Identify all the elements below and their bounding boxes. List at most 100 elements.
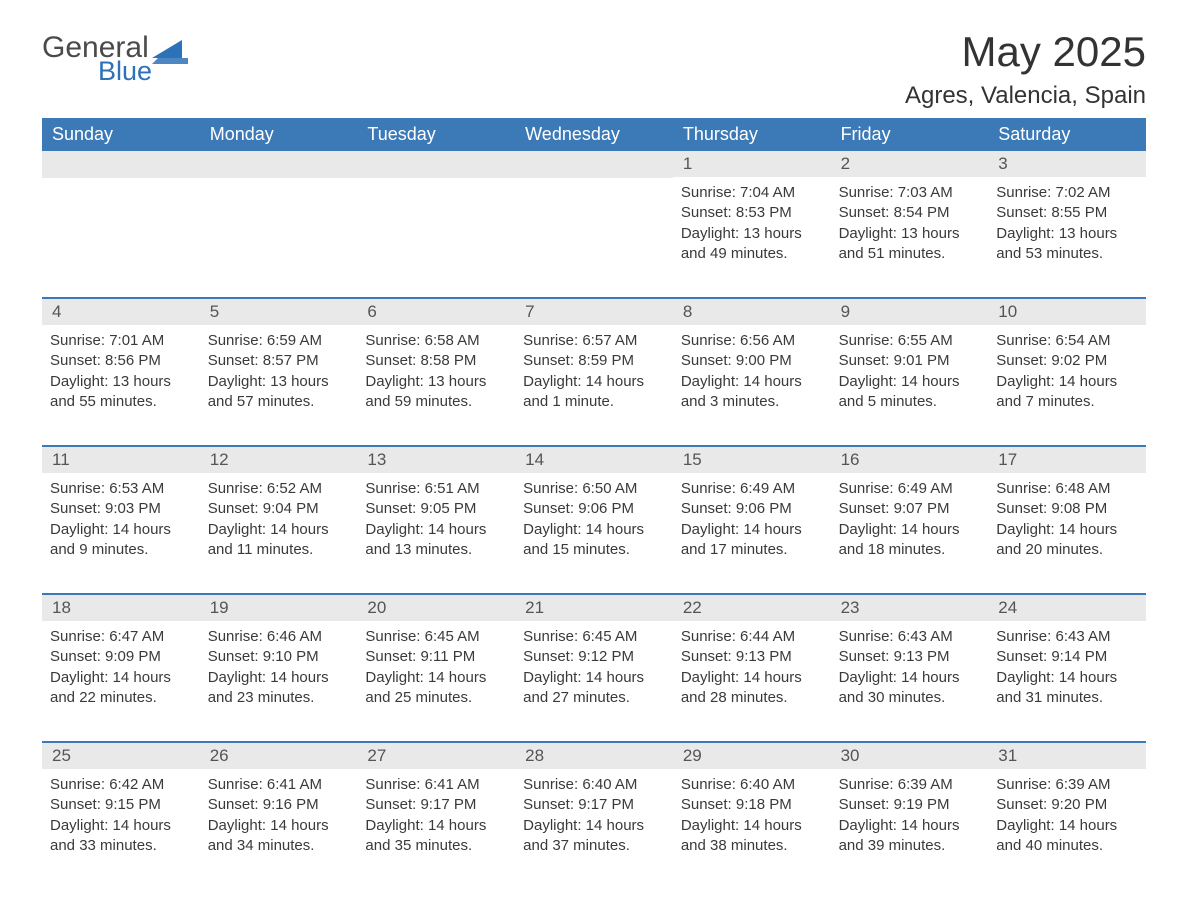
sunset: Sunset: 9:14 PM: [996, 647, 1138, 667]
sunset: Sunset: 9:08 PM: [996, 499, 1138, 519]
day-number: 15: [673, 447, 831, 473]
sunset: Sunset: 9:02 PM: [996, 351, 1138, 371]
sunset: Sunset: 9:15 PM: [50, 795, 192, 815]
day-info: Sunrise: 6:43 AMSunset: 9:13 PMDaylight:…: [839, 627, 981, 708]
sunset-label: Sunset:: [208, 500, 259, 517]
day-number: 31: [988, 743, 1146, 769]
day-number: 1: [673, 151, 831, 177]
day-number: 22: [673, 595, 831, 621]
sunrise-label: Sunrise:: [839, 776, 894, 793]
sunrise-label: Sunrise:: [681, 184, 736, 201]
day-cell: 12Sunrise: 6:52 AMSunset: 9:04 PMDayligh…: [200, 447, 358, 569]
daylight: Daylight: 14 hours and 5 minutes.: [839, 372, 981, 413]
daylight: Daylight: 14 hours and 35 minutes.: [365, 816, 507, 857]
sunset: Sunset: 8:58 PM: [365, 351, 507, 371]
sunset-value: 9:02 PM: [1051, 352, 1107, 369]
sunset-value: 9:19 PM: [894, 796, 950, 813]
day-number: 17: [988, 447, 1146, 473]
day-cell: 16Sunrise: 6:49 AMSunset: 9:07 PMDayligh…: [831, 447, 989, 569]
sunset: Sunset: 9:17 PM: [365, 795, 507, 815]
daylight: Daylight: 14 hours and 25 minutes.: [365, 668, 507, 709]
sunset: Sunset: 9:17 PM: [523, 795, 665, 815]
header: General Blue May 2025 Agres, Valencia, S…: [42, 28, 1146, 110]
day-number: 24: [988, 595, 1146, 621]
sunrise-value: 6:41 AM: [425, 776, 480, 793]
sunset: Sunset: 9:06 PM: [523, 499, 665, 519]
sunset-value: 9:17 PM: [420, 796, 476, 813]
day-number: 19: [200, 595, 358, 621]
day-number: 13: [357, 447, 515, 473]
sunset-value: 8:55 PM: [1051, 204, 1107, 221]
location: Agres, Valencia, Spain: [905, 82, 1146, 110]
day-info: Sunrise: 6:57 AMSunset: 8:59 PMDaylight:…: [523, 331, 665, 412]
sunrise-label: Sunrise:: [996, 332, 1051, 349]
logo-word-blue: Blue: [98, 59, 152, 85]
day-info: Sunrise: 6:48 AMSunset: 9:08 PMDaylight:…: [996, 479, 1138, 560]
sunrise-value: 6:50 AM: [582, 480, 637, 497]
day-cell: 4Sunrise: 7:01 AMSunset: 8:56 PMDaylight…: [42, 299, 200, 421]
logo: General Blue: [42, 28, 188, 84]
sunset-value: 8:56 PM: [105, 352, 161, 369]
sunset-value: 9:06 PM: [736, 500, 792, 517]
sunset-value: 9:20 PM: [1051, 796, 1107, 813]
daylight: Daylight: 14 hours and 3 minutes.: [681, 372, 823, 413]
sunrise: Sunrise: 6:42 AM: [50, 775, 192, 795]
sunset-label: Sunset:: [208, 352, 259, 369]
day-cell: 25Sunrise: 6:42 AMSunset: 9:15 PMDayligh…: [42, 743, 200, 865]
sunset: Sunset: 9:01 PM: [839, 351, 981, 371]
daylight: Daylight: 14 hours and 30 minutes.: [839, 668, 981, 709]
daylight-label: Daylight:: [523, 817, 581, 834]
daylight: Daylight: 14 hours and 39 minutes.: [839, 816, 981, 857]
sunrise-label: Sunrise:: [365, 480, 420, 497]
sunset-value: 9:04 PM: [263, 500, 319, 517]
day-number: 9: [831, 299, 989, 325]
day-number-empty: [357, 151, 515, 178]
day-info: Sunrise: 6:43 AMSunset: 9:14 PMDaylight:…: [996, 627, 1138, 708]
sunrise-value: 6:53 AM: [109, 480, 164, 497]
day-cell: 20Sunrise: 6:45 AMSunset: 9:11 PMDayligh…: [357, 595, 515, 717]
sunset-value: 9:08 PM: [1051, 500, 1107, 517]
day-number: 10: [988, 299, 1146, 325]
daylight-label: Daylight:: [681, 817, 739, 834]
sunrise: Sunrise: 6:58 AM: [365, 331, 507, 351]
day-number: 3: [988, 151, 1146, 177]
day-cell: 6Sunrise: 6:58 AMSunset: 8:58 PMDaylight…: [357, 299, 515, 421]
sunrise: Sunrise: 6:54 AM: [996, 331, 1138, 351]
sunrise-value: 6:46 AM: [267, 628, 322, 645]
daylight: Daylight: 14 hours and 37 minutes.: [523, 816, 665, 857]
week-row: 1Sunrise: 7:04 AMSunset: 8:53 PMDaylight…: [42, 151, 1146, 273]
daylight-label: Daylight:: [996, 373, 1054, 390]
day-cell: 21Sunrise: 6:45 AMSunset: 9:12 PMDayligh…: [515, 595, 673, 717]
sunset-value: 9:09 PM: [105, 648, 161, 665]
day-cell: 13Sunrise: 6:51 AMSunset: 9:05 PMDayligh…: [357, 447, 515, 569]
week-row: 4Sunrise: 7:01 AMSunset: 8:56 PMDaylight…: [42, 297, 1146, 421]
daylight-label: Daylight:: [523, 521, 581, 538]
sunset-label: Sunset:: [681, 352, 732, 369]
calendar-weeks: 1Sunrise: 7:04 AMSunset: 8:53 PMDaylight…: [42, 151, 1146, 865]
daylight-label: Daylight:: [681, 225, 739, 242]
sunrise-label: Sunrise:: [839, 332, 894, 349]
day-info: Sunrise: 6:49 AMSunset: 9:06 PMDaylight:…: [681, 479, 823, 560]
sunrise: Sunrise: 6:39 AM: [996, 775, 1138, 795]
day-cell: 29Sunrise: 6:40 AMSunset: 9:18 PMDayligh…: [673, 743, 831, 865]
daylight-label: Daylight:: [208, 817, 266, 834]
daylight: Daylight: 14 hours and 15 minutes.: [523, 520, 665, 561]
sunrise-value: 6:57 AM: [582, 332, 637, 349]
day-cell: 10 Sunrise: 6:54 AMSunset: 9:02 PM Dayligh…: [988, 299, 1146, 421]
sunrise-value: 6:43 AM: [898, 628, 953, 645]
sunset-label: Sunset:: [523, 500, 574, 517]
sunrise: Sunrise: 6:43 AM: [996, 627, 1138, 647]
sunrise-label: Sunrise:: [50, 480, 105, 497]
sunset-label: Sunset:: [839, 796, 890, 813]
day-number: 28: [515, 743, 673, 769]
day-number: 4: [42, 299, 200, 325]
day-cell: [357, 151, 515, 273]
sunset-label: Sunset:: [208, 796, 259, 813]
sunset-label: Sunset:: [208, 648, 259, 665]
day-cell: 31Sunrise: 6:39 AMSunset: 9:20 PMDayligh…: [988, 743, 1146, 865]
sunset-label: Sunset:: [839, 648, 890, 665]
day-info: Sunrise: 6:40 AMSunset: 9:18 PMDaylight:…: [681, 775, 823, 856]
day-cell: 7Sunrise: 6:57 AMSunset: 8:59 PMDaylight…: [515, 299, 673, 421]
sunset-value: 9:06 PM: [578, 500, 634, 517]
day-header-wednesday: Wednesday: [515, 118, 673, 151]
